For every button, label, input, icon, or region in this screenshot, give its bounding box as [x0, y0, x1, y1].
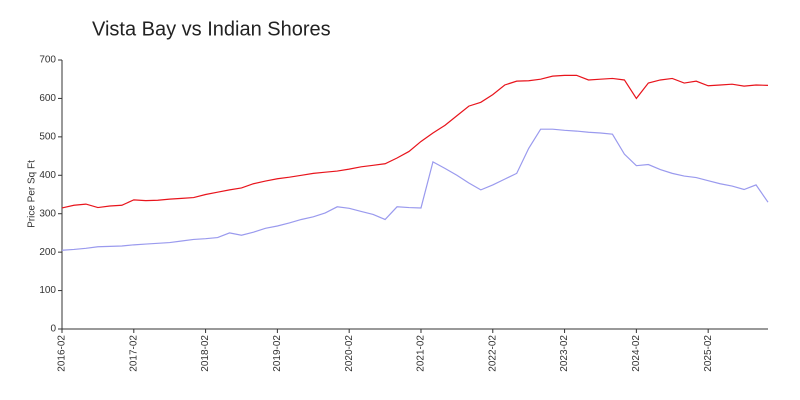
y-tick-label: 700 — [39, 55, 56, 66]
x-tick-label: 2021-02 — [416, 335, 427, 372]
chart-title: Vista Bay vs Indian Shores — [92, 18, 331, 40]
x-tick-label: 2020-02 — [344, 335, 355, 372]
x-tick-label: 2019-02 — [272, 335, 283, 372]
x-tick-label: 2023-02 — [559, 335, 570, 372]
y-tick-label: 100 — [39, 285, 56, 296]
x-tick-label: 2018-02 — [200, 335, 211, 372]
x-tick-label: 2025-02 — [703, 335, 714, 372]
y-tick-label: 500 — [39, 131, 56, 142]
x-tick-label: 2024-02 — [631, 335, 642, 372]
y-tick-label: 600 — [39, 93, 56, 104]
y-axis-label: Price Per Sq Ft — [27, 160, 38, 228]
y-tick-label: 300 — [39, 208, 56, 219]
y-tick-label: 200 — [39, 247, 56, 258]
series-line — [61, 128, 769, 251]
y-tick-label: 0 — [50, 324, 56, 335]
series-line — [61, 74, 769, 209]
y-tick-label: 400 — [39, 170, 56, 181]
x-tick-label: 2017-02 — [128, 335, 139, 372]
x-tick-label: 2022-02 — [487, 335, 498, 372]
x-tick-label: 2016-02 — [57, 335, 68, 372]
